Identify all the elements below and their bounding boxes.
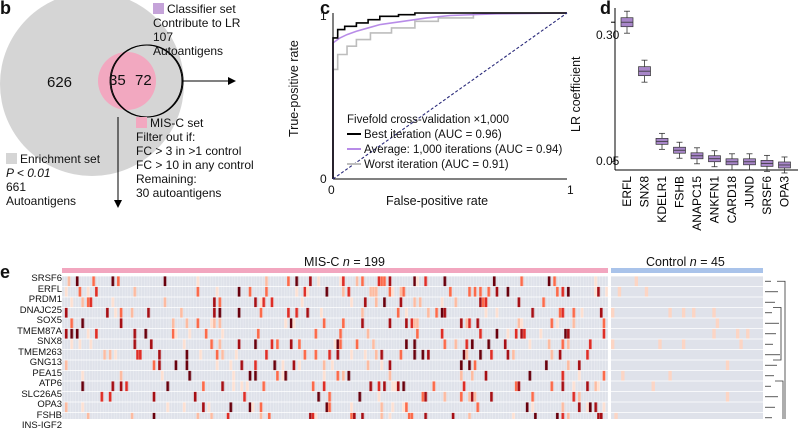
overlap-count: 35	[109, 72, 126, 89]
enrichment-legend-line: Autoantigens	[6, 194, 77, 208]
heatmap-row-label: PEA15	[32, 367, 62, 379]
heatmap-row-label: SRSF6	[31, 273, 62, 284]
roc-legend-item: Worst iteration (AUC = 0.91)	[347, 158, 562, 173]
lr-tick-label: JUND	[743, 176, 757, 208]
classifier-legend-title: Classifier set	[167, 2, 236, 16]
roc-xtick-left: 0	[328, 183, 335, 197]
lr-ytick-low: 0.05	[596, 154, 620, 168]
misc-legend-line: FC > 3 in >1 control	[136, 144, 242, 158]
lr-tick-label: CARD18	[725, 176, 739, 224]
roc-ytick-bottom: 0	[320, 172, 327, 186]
misc-group-bar	[62, 268, 608, 273]
roc-series-line	[332, 12, 568, 179]
roc-ytick-top: 1	[320, 9, 327, 23]
roc-legend-title: Fivefold cross-validation ×1,000	[347, 114, 510, 126]
enrichment-circle	[0, 0, 184, 176]
venn-diagram	[0, 0, 236, 208]
roc-legend-item: Average: 1,000 iterations (AUC = 0.94)	[347, 143, 562, 158]
lr-tick-label: KDELR1	[655, 176, 669, 223]
heatmap-row-label: DNAJC25	[19, 304, 62, 316]
enrichment-count: 626	[47, 74, 73, 91]
panel-label-c: c	[320, 0, 331, 18]
roc-series-line	[332, 12, 567, 179]
legend-line-black	[347, 133, 361, 135]
enrichment-legend: Enrichment set P < 0.01 661 Autoantigens	[6, 152, 100, 208]
heatmap-row-labels: SRSF6 ERFL PRDM1 DNAJC25 SOX5 TMEM87A SNX8 TMEM…	[0, 273, 62, 432]
control-group-bar	[611, 268, 763, 273]
lr-tick-label: SNX8	[638, 176, 652, 208]
heatmap-row-label: SOX5	[36, 315, 62, 326]
heatmap-row-label: INS-IGF2	[21, 420, 62, 431]
enrichment-legend-title: Enrichment set	[20, 152, 101, 166]
lr-tick-label: ANAPC15	[690, 176, 704, 231]
lr-coefficient-chart: ERFL SNX8 KDELR1 FSHB ANAPC15 ANKFN1 CARD18 JUN…	[611, 8, 798, 231]
heatmap-background	[62, 276, 763, 419]
enrichment-legend-line: P < 0.01	[6, 166, 51, 180]
control-header: Control n = 45	[646, 255, 725, 269]
misc-legend-line: 30 autoantigens	[136, 186, 222, 200]
heatmap-row-label: ATP6	[38, 378, 62, 389]
lr-tick-label: OPA3	[778, 176, 792, 207]
roc-ylabel: True-positive rate	[287, 40, 301, 137]
heatmap-row-label: SLC26A5	[21, 388, 62, 400]
heatmap-row-label: TMEM263	[18, 346, 62, 358]
misc-legend: MIS-C set Filter out if: FC > 3 in >1 co…	[136, 116, 254, 200]
roc-xtick-right: 1	[567, 183, 574, 197]
misc-legend-title: MIS-C set	[150, 116, 204, 130]
classifier-count: 72	[135, 72, 152, 89]
heatmap-row-label: PRDM1	[28, 294, 62, 305]
heatmap	[62, 268, 786, 419]
lr-tick-label: ERFL	[620, 176, 634, 207]
heatmap-row-label: OPA3	[37, 399, 62, 410]
lr-ytick-high: 0.30	[596, 28, 620, 42]
lr-tick-label: SRSF6	[760, 176, 774, 215]
roc-legend-item: Best iteration (AUC = 0.96)	[347, 128, 562, 143]
enrichment-legend-line: 661	[6, 180, 27, 194]
roc-series-line	[332, 12, 567, 179]
lr-ylabel: LR coefficient	[569, 56, 583, 132]
panel-label-e: e	[0, 262, 11, 282]
roc-diagonal-line	[332, 12, 568, 180]
misc-header: MIS-C n = 199	[304, 255, 385, 269]
misc-legend-line: FC > 10 in any control	[136, 158, 254, 172]
heatmap-row-label: FSHB	[36, 409, 62, 421]
lr-tick-label: FSHB	[673, 176, 687, 208]
roc-legend: Fivefold cross-validation ×1,000 Best it…	[347, 113, 562, 173]
classifier-legend-line: Autoantigens	[153, 44, 224, 58]
lr-tick-label: ANKFN1	[708, 176, 722, 224]
heatmap-row-label: TMEM87A	[17, 325, 62, 337]
heatmap-row-label: ERFL	[37, 283, 62, 295]
panel-label-d: d	[600, 0, 611, 18]
misc-legend-line: Remaining:	[136, 172, 197, 186]
classifier-legend: Classifier set Contribute to LR 107 Auto…	[153, 2, 240, 58]
classifier-legend-line: 107	[153, 30, 174, 44]
legend-line-purple	[347, 148, 361, 150]
heatmap-row-label: SNX8	[37, 336, 62, 347]
heatmap-row-label: GNG13	[29, 357, 62, 368]
classifier-legend-line: Contribute to LR	[153, 16, 241, 30]
panel-label-b: b	[0, 0, 11, 18]
dendrogram	[765, 280, 786, 419]
roc-xlabel: False-positive rate	[386, 194, 489, 208]
legend-line-gray	[347, 163, 361, 165]
misc-legend-line: Filter out if:	[136, 130, 196, 144]
roc-chart	[332, 12, 568, 180]
